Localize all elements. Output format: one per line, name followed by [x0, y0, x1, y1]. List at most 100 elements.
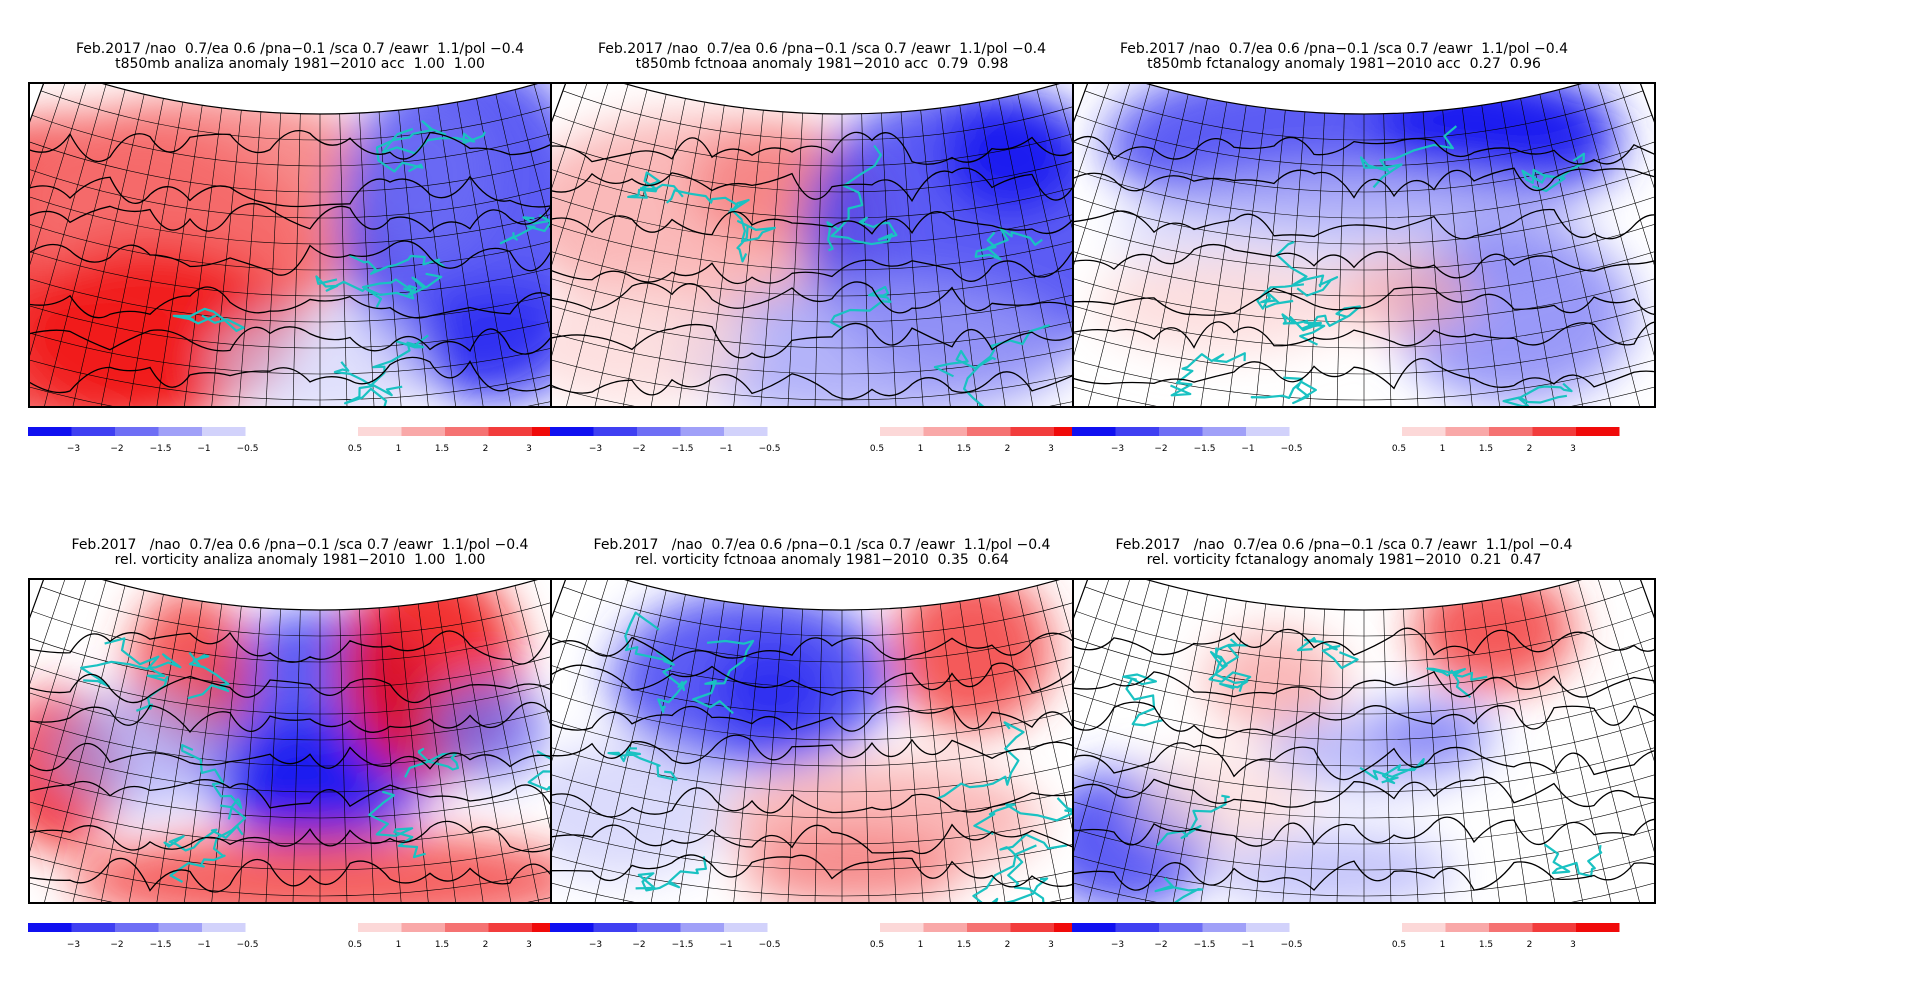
colorbar-swatch — [923, 427, 967, 436]
colorbar-label: 2 — [1005, 444, 1011, 454]
colorbar-swatch — [1115, 923, 1159, 932]
panel-title: Feb.2017 /nao 0.7/ea 0.6 /pna−0.1 /sca 0… — [1115, 537, 1573, 553]
colorbar-label: −2 — [110, 444, 123, 454]
map-panel: Feb.2017 /nao 0.7/ea 0.6 /pna−0.1 /sca 0… — [1044, 41, 1656, 512]
colorbar-label: 3 — [1570, 444, 1576, 454]
colorbar-swatch — [1445, 427, 1489, 436]
colorbar-swatch — [202, 427, 246, 436]
panel-subtitle: t850mb analiza anomaly 1981−2010 acc 1.0… — [115, 56, 485, 72]
colorbar: −3 −2 −1.5 −1 −0.5 0.5 1 1.5 2 3 — [1072, 923, 1658, 953]
panel-title: Feb.2017 /nao 0.7/ea 0.6 /pna−0.1 /sca 0… — [593, 537, 1051, 553]
map-sector-outline — [30, 84, 610, 123]
map-plot — [552, 580, 1132, 902]
colorbar-label: 3 — [526, 444, 532, 454]
colorbar-label: −0.5 — [1281, 444, 1303, 454]
colorbar-label: −3 — [67, 444, 80, 454]
colorbar-label: 0.5 — [348, 444, 362, 454]
colorbar: −3 −2 −1.5 −1 −0.5 0.5 1 1.5 2 3 — [1072, 427, 1658, 457]
colorbar-swatch — [1246, 923, 1290, 932]
colorbar-label: −1 — [1241, 940, 1254, 950]
colorbar-label: 1.5 — [957, 444, 971, 454]
colorbar-label: 2 — [483, 940, 489, 950]
colorbar-label: 1 — [396, 940, 402, 950]
colorbar-label: −1.5 — [672, 444, 694, 454]
colorbar-swatch — [358, 923, 402, 932]
colorbar-label: 3 — [526, 940, 532, 950]
colorbar-label: −2 — [632, 444, 645, 454]
map-frame — [550, 578, 1134, 904]
colorbar-label: −1 — [719, 940, 732, 950]
colorbar-swatch — [71, 923, 115, 932]
colorbar-swatch — [1576, 427, 1620, 436]
colorbar-swatch — [202, 923, 246, 932]
colorbar-swatch — [1010, 427, 1054, 436]
map-sector-outline — [1074, 580, 1654, 619]
panel-subtitle: t850mb fctanalogy anomaly 1981−2010 acc … — [1147, 56, 1541, 72]
colorbar-swatch — [158, 923, 202, 932]
colorbar-swatch — [1489, 923, 1533, 932]
colorbar-swatch — [488, 427, 532, 436]
map-panel: Feb.2017 /nao 0.7/ea 0.6 /pna−0.1 /sca 0… — [522, 41, 1134, 512]
colorbar-label: −3 — [67, 940, 80, 950]
colorbar-label: −0.5 — [1281, 940, 1303, 950]
colorbar-swatch — [1445, 923, 1489, 932]
shading-field — [552, 580, 1132, 902]
colorbar-swatch — [1576, 923, 1620, 932]
colorbar-label: −1.5 — [1194, 940, 1216, 950]
colorbar-label: −1 — [1241, 444, 1254, 454]
colorbar-label: −1 — [719, 444, 732, 454]
colorbar-swatch — [358, 427, 402, 436]
colorbar-label: 1.5 — [435, 444, 449, 454]
colorbar-swatch — [923, 923, 967, 932]
colorbar-label: 0.5 — [348, 940, 362, 950]
colorbar-label: −1.5 — [150, 940, 172, 950]
colorbar-label: −2 — [110, 940, 123, 950]
panel-title: Feb.2017 /nao 0.7/ea 0.6 /pna−0.1 /sca 0… — [71, 537, 529, 553]
colorbar-swatch — [1202, 923, 1246, 932]
colorbar-label: −1.5 — [1194, 444, 1216, 454]
map-panel: Feb.2017 /nao 0.7/ea 0.6 /pna−0.1 /sca 0… — [0, 537, 612, 1008]
map-plot — [1074, 84, 1654, 406]
colorbar-swatch — [680, 923, 724, 932]
map-panel: Feb.2017 /nao 0.7/ea 0.6 /pna−0.1 /sca 0… — [522, 537, 1134, 1008]
colorbar: −3 −2 −1.5 −1 −0.5 0.5 1 1.5 2 3 — [550, 427, 1136, 457]
colorbar-swatch — [550, 427, 594, 436]
colorbar-label: −0.5 — [759, 940, 781, 950]
colorbar-label: −3 — [589, 444, 602, 454]
colorbar: −3 −2 −1.5 −1 −0.5 0.5 1 1.5 2 3 — [28, 427, 614, 457]
colorbar-label: 0.5 — [1392, 940, 1406, 950]
colorbar-swatch — [115, 923, 159, 932]
colorbar-swatch — [593, 923, 637, 932]
colorbar-swatch — [401, 923, 445, 932]
colorbar-label: 2 — [1527, 940, 1533, 950]
colorbar-swatch — [1159, 427, 1203, 436]
colorbar-swatch — [724, 923, 768, 932]
colorbar-label: 0.5 — [870, 940, 884, 950]
colorbar-swatch — [637, 427, 681, 436]
colorbar-label: 0.5 — [870, 444, 884, 454]
panel-title: Feb.2017 /nao 0.7/ea 0.6 /pna−0.1 /sca 0… — [1119, 41, 1569, 57]
map-sector-outline — [552, 580, 1132, 619]
colorbar-label: −3 — [589, 940, 602, 950]
colorbar-label: 2 — [1527, 444, 1533, 454]
colorbar-label: −0.5 — [759, 444, 781, 454]
map-sector-outline — [1074, 84, 1654, 123]
colorbar-swatch — [1072, 427, 1116, 436]
colorbar-label: 1 — [1440, 940, 1446, 950]
colorbar-swatch — [593, 427, 637, 436]
colorbar-swatch — [1115, 427, 1159, 436]
map-frame — [28, 578, 612, 904]
map-plot — [30, 580, 610, 902]
colorbar-label: −1 — [197, 940, 210, 950]
colorbar-swatch — [1489, 427, 1533, 436]
colorbar-label: −2 — [1154, 444, 1167, 454]
panel-title: Feb.2017 /nao 0.7/ea 0.6 /pna−0.1 /sca 0… — [597, 41, 1047, 57]
colorbar-label: −1.5 — [150, 444, 172, 454]
shading-field — [1074, 84, 1654, 406]
panel-title: Feb.2017 /nao 0.7/ea 0.6 /pna−0.1 /sca 0… — [75, 41, 525, 57]
colorbar-swatch — [1202, 427, 1246, 436]
map-frame — [28, 82, 612, 408]
colorbar-swatch — [1532, 923, 1576, 932]
colorbar-swatch — [637, 923, 681, 932]
colorbar-swatch — [967, 427, 1011, 436]
